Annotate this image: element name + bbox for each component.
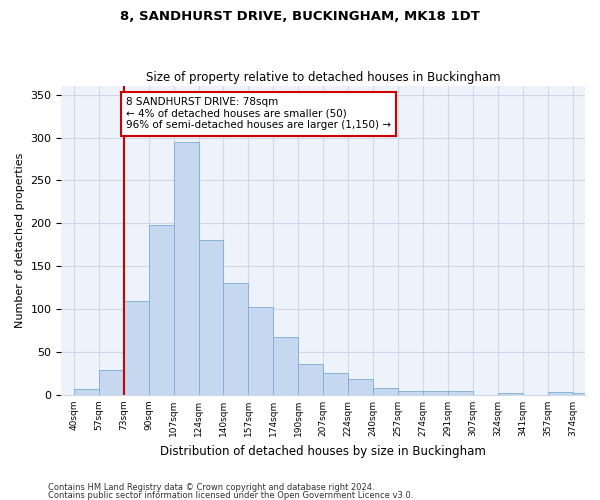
Bar: [298, 364, 323, 395]
Y-axis label: Number of detached properties: Number of detached properties: [15, 153, 25, 328]
Bar: [548, 392, 572, 395]
Text: Contains public sector information licensed under the Open Government Licence v3: Contains public sector information licen…: [48, 491, 413, 500]
Bar: [124, 300, 149, 395]
Bar: [423, 392, 448, 395]
Bar: [323, 374, 348, 395]
Text: 8, SANDHURST DRIVE, BUCKINGHAM, MK18 1DT: 8, SANDHURST DRIVE, BUCKINGHAM, MK18 1DT: [120, 10, 480, 23]
Bar: [572, 393, 598, 395]
Bar: [448, 392, 473, 395]
Bar: [274, 336, 298, 395]
Bar: [373, 388, 398, 395]
Bar: [74, 389, 99, 395]
Text: 8 SANDHURST DRIVE: 78sqm
← 4% of detached houses are smaller (50)
96% of semi-de: 8 SANDHURST DRIVE: 78sqm ← 4% of detache…: [126, 97, 391, 130]
Title: Size of property relative to detached houses in Buckingham: Size of property relative to detached ho…: [146, 70, 500, 84]
Bar: [173, 142, 199, 395]
Bar: [149, 225, 173, 395]
Bar: [199, 240, 223, 395]
Bar: [348, 380, 373, 395]
Bar: [223, 284, 248, 395]
Bar: [99, 370, 124, 395]
Bar: [498, 393, 523, 395]
Bar: [398, 390, 423, 395]
Text: Contains HM Land Registry data © Crown copyright and database right 2024.: Contains HM Land Registry data © Crown c…: [48, 484, 374, 492]
X-axis label: Distribution of detached houses by size in Buckingham: Distribution of detached houses by size …: [160, 444, 486, 458]
Bar: [248, 308, 274, 395]
